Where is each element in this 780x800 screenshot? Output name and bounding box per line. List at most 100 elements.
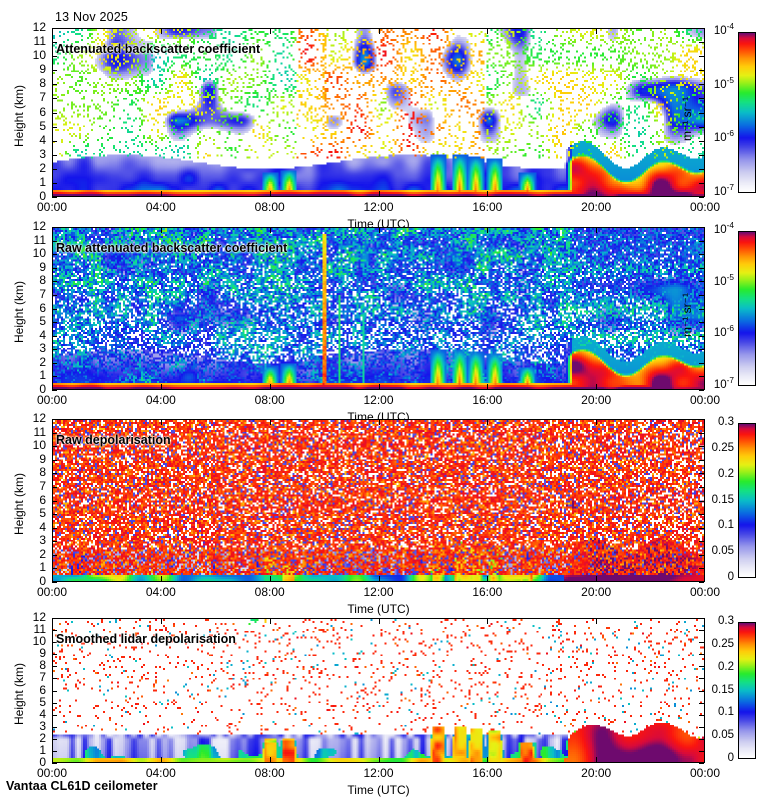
panel-title-3: Raw depolarisation [56, 433, 171, 447]
y-tick-mark [52, 727, 57, 728]
y-tick-mark [699, 739, 704, 740]
y-tick-label: 7 [39, 670, 46, 685]
x-tick-mark [52, 191, 53, 196]
y-tick-label: 8 [39, 465, 46, 480]
x-tick-label: 16:00 [472, 766, 503, 780]
x-tick-label: 04:00 [145, 200, 176, 214]
plot-area-3[interactable] [52, 419, 705, 582]
colorbar-gradient [739, 33, 755, 192]
y-axis-label: Height (km) [12, 662, 26, 725]
y-tick-label: 11 [33, 424, 46, 439]
y-tick-label: 10 [32, 634, 46, 649]
y-tick-label: 6 [39, 104, 46, 119]
x-tick-mark [161, 619, 162, 624]
x-tick-mark [596, 619, 597, 624]
y-tick-mark [699, 281, 704, 282]
x-tick-mark [487, 576, 488, 581]
site-label: Vantaa CL61D ceilometer [6, 779, 158, 793]
y-tick-mark [699, 295, 704, 296]
y-tick-mark [699, 241, 704, 242]
heatmap-canvas-1 [53, 29, 704, 196]
x-tick-mark [704, 576, 705, 581]
x-tick-label: 12:00 [363, 393, 394, 407]
y-tick-label: 2 [39, 354, 46, 369]
x-tick-mark [487, 757, 488, 762]
y-tick-mark [52, 254, 57, 255]
y-tick-mark [699, 376, 704, 377]
y-tick-label: 6 [39, 300, 46, 315]
colorbar-tick-label: 0.25 [711, 441, 734, 454]
y-tick-mark [52, 295, 57, 296]
heatmap-canvas-2 [53, 228, 704, 389]
y-tick-mark [52, 141, 57, 142]
colorbar-tick-label: 0.1 [718, 706, 734, 719]
colorbar-tick-label: 10-6 [713, 324, 734, 340]
x-tick-mark [270, 191, 271, 196]
x-tick-mark [379, 576, 380, 581]
y-tick-mark [52, 42, 57, 43]
x-tick-mark [379, 384, 380, 389]
y-tick-mark [52, 514, 57, 515]
y-tick-mark [52, 642, 57, 643]
x-tick-mark [52, 757, 53, 762]
y-tick-mark [699, 568, 704, 569]
x-tick-label: 00:00 [36, 766, 68, 780]
y-tick-mark [52, 390, 57, 391]
panel-title-4: Smoothed lidar depolarisation [56, 632, 236, 646]
y-tick-mark [52, 666, 57, 667]
y-tick-label: 8 [39, 76, 46, 91]
x-tick-mark [270, 619, 271, 624]
y-tick-mark [52, 433, 57, 434]
x-axis-label: Time (UTC) [347, 783, 410, 797]
plot-area-4[interactable] [52, 618, 705, 763]
x-tick-label: 00:00 [689, 200, 721, 214]
y-tick-mark [699, 390, 704, 391]
x-tick-mark [704, 29, 705, 34]
y-tick-label: 5 [39, 314, 46, 329]
y-tick-label: 4 [39, 132, 46, 147]
heatmap-canvas-4 [53, 619, 704, 762]
colorbar-tick-label: 10-7 [713, 183, 734, 198]
y-tick-mark [52, 487, 57, 488]
y-tick-mark [52, 113, 57, 114]
x-tick-mark [52, 420, 53, 425]
x-tick-mark [161, 191, 162, 196]
y-tick-mark [52, 630, 57, 631]
x-tick-label: 16:00 [472, 585, 503, 599]
plot-area-2[interactable] [52, 227, 705, 390]
colorbar-unit-label: m⁻¹ sr⁻¹ [680, 292, 694, 337]
y-tick-mark [699, 227, 704, 228]
y-tick-label: 4 [39, 327, 46, 342]
y-tick-mark [52, 84, 57, 85]
y-tick-mark [699, 127, 704, 128]
y-tick-mark [52, 703, 57, 704]
y-tick-mark [699, 254, 704, 255]
x-tick-mark [379, 228, 380, 233]
y-tick-mark [699, 666, 704, 667]
x-tick-label: 12:00 [363, 585, 394, 599]
y-tick-mark [52, 568, 57, 569]
colorbar-tick-label: 0.2 [718, 467, 734, 480]
y-tick-mark [699, 582, 704, 583]
y-tick-mark [699, 268, 704, 269]
x-tick-label: 08:00 [254, 393, 285, 407]
y-tick-label: 11 [33, 232, 46, 247]
y-tick-mark [52, 419, 57, 420]
x-tick-mark [487, 191, 488, 196]
y-tick-label: 11 [33, 622, 46, 637]
x-tick-mark [161, 420, 162, 425]
y-tick-mark [52, 363, 57, 364]
y-tick-label: 1 [39, 560, 46, 575]
y-tick-mark [699, 336, 704, 337]
y-tick-label: 10 [32, 438, 46, 453]
y-tick-label: 12 [32, 411, 46, 425]
y-tick-label: 6 [39, 682, 46, 697]
colorbar-gradient [739, 424, 755, 577]
y-tick-mark [52, 751, 57, 752]
y-tick-mark [52, 336, 57, 337]
x-tick-label: 12:00 [363, 766, 394, 780]
heatmap-canvas-3 [53, 420, 704, 581]
y-tick-mark [699, 349, 704, 350]
plot-area-1[interactable] [52, 28, 705, 197]
x-tick-mark [596, 191, 597, 196]
